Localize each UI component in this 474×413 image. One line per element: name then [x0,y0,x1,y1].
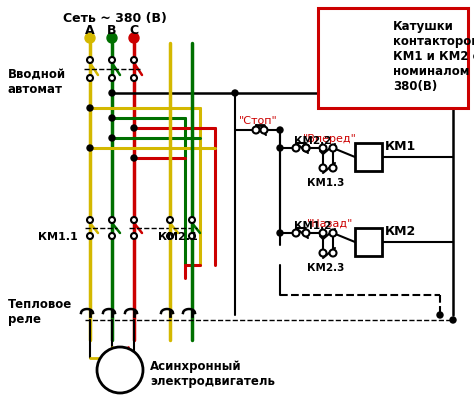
Circle shape [109,217,115,223]
Circle shape [167,233,173,239]
Circle shape [87,145,93,151]
Circle shape [319,230,327,237]
Circle shape [329,145,337,152]
Circle shape [450,317,456,323]
Circle shape [319,145,327,152]
Circle shape [167,217,173,223]
Circle shape [261,126,267,133]
Circle shape [87,233,93,239]
Text: КМ1: КМ1 [385,140,416,153]
Circle shape [129,33,139,43]
Text: Сеть ~ 380 (В): Сеть ~ 380 (В) [63,12,167,25]
Text: КМ2.2: КМ2.2 [294,136,331,146]
Circle shape [319,249,327,256]
Circle shape [329,230,337,237]
Circle shape [292,145,300,152]
Text: "Вперед": "Вперед" [303,134,357,144]
Circle shape [437,312,443,318]
Text: A: A [85,24,95,37]
Circle shape [131,125,137,131]
Text: КМ1.1: КМ1.1 [38,232,78,242]
Circle shape [109,57,115,63]
Circle shape [189,233,195,239]
Text: КМ2: КМ2 [385,225,416,238]
Circle shape [131,233,137,239]
Circle shape [87,217,93,223]
Circle shape [87,105,93,111]
Text: Асинхронный
электродвигатель: Асинхронный электродвигатель [150,360,275,388]
Circle shape [302,230,310,237]
Bar [355,228,382,256]
Text: C: C [129,24,138,37]
Text: Тепловое
реле: Тепловое реле [8,298,72,326]
Circle shape [131,75,137,81]
Circle shape [109,233,115,239]
Text: "Стоп": "Стоп" [238,116,277,126]
Circle shape [277,230,283,236]
Circle shape [131,155,137,161]
Circle shape [277,145,283,151]
Bar [355,143,382,171]
Text: Вводной
автомат: Вводной автомат [8,68,66,96]
Circle shape [253,126,259,133]
Text: "Назад": "Назад" [307,219,353,229]
Circle shape [292,230,300,237]
Circle shape [189,217,195,223]
Circle shape [302,145,310,152]
Circle shape [329,249,337,256]
Circle shape [277,127,283,133]
Circle shape [97,347,143,393]
Text: Катушки
контакторов
КМ1 и КМ2 с
номиналом на
380(В): Катушки контакторов КМ1 и КМ2 с номинало… [393,20,474,93]
Circle shape [302,145,310,152]
Text: B: B [107,24,117,37]
Bar [318,8,468,108]
Circle shape [109,75,115,81]
Circle shape [87,57,93,63]
Text: КМ1.2: КМ1.2 [294,221,331,231]
Circle shape [107,33,117,43]
Circle shape [109,135,115,141]
Circle shape [131,57,137,63]
Text: КМ2.1: КМ2.1 [158,232,198,242]
Text: КМ1.3: КМ1.3 [307,178,345,188]
Circle shape [87,75,93,81]
Text: КМ2.3: КМ2.3 [307,263,345,273]
Circle shape [85,33,95,43]
Circle shape [232,90,238,96]
Circle shape [329,164,337,171]
Circle shape [109,90,115,96]
Circle shape [131,217,137,223]
Circle shape [109,115,115,121]
Circle shape [319,164,327,171]
